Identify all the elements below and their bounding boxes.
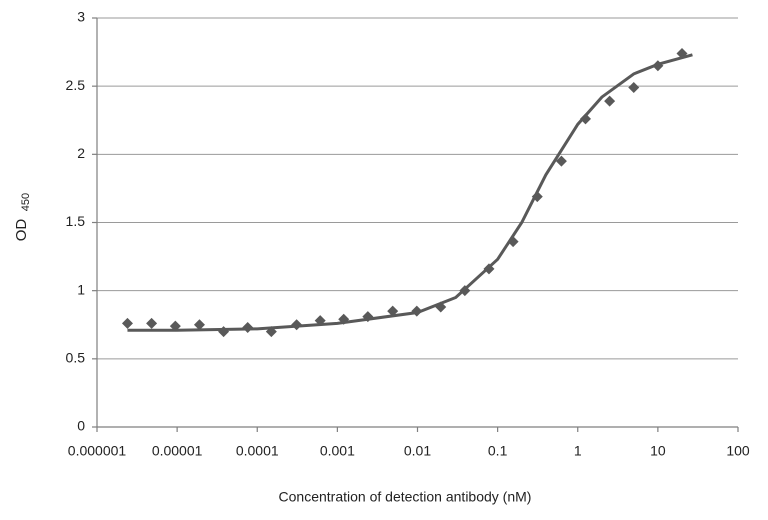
- y-tick-label: 1.5: [66, 213, 86, 229]
- y-tick-label: 2: [77, 145, 85, 161]
- x-tick-label: 1: [574, 443, 582, 459]
- x-tick-label: 0.01: [404, 443, 431, 459]
- y-tick-label: 0.5: [66, 350, 86, 366]
- data-point: [193, 319, 205, 331]
- x-tick-label: 0.000001: [68, 443, 127, 459]
- y-axis-title: OD 450: [13, 193, 32, 241]
- data-point: [121, 317, 133, 329]
- x-tick-label: 0.00001: [152, 443, 203, 459]
- data-point: [580, 113, 592, 125]
- x-tick-label: 0.0001: [236, 443, 279, 459]
- data-point: [604, 95, 616, 107]
- y-axis-label-subscript: 450: [20, 193, 32, 211]
- y-axis-label: OD: [13, 219, 30, 242]
- data-point: [218, 326, 230, 338]
- x-axis-label: Concentration of detection antibody (nM): [279, 489, 532, 505]
- data-point: [146, 317, 158, 329]
- y-tick-label: 2.5: [66, 77, 86, 93]
- x-tick-label: 10: [650, 443, 666, 459]
- y-tick-label: 1: [77, 281, 85, 297]
- x-tick-label: 0.1: [488, 443, 508, 459]
- data-point: [628, 82, 640, 94]
- x-tick-label: 100: [726, 443, 750, 459]
- data-point: [387, 305, 399, 317]
- data-point: [555, 155, 567, 167]
- y-tick-label: 0: [77, 418, 85, 434]
- y-tick-label: 3: [77, 9, 85, 25]
- x-tick-label: 0.001: [320, 443, 355, 459]
- fit-curve: [127, 53, 693, 332]
